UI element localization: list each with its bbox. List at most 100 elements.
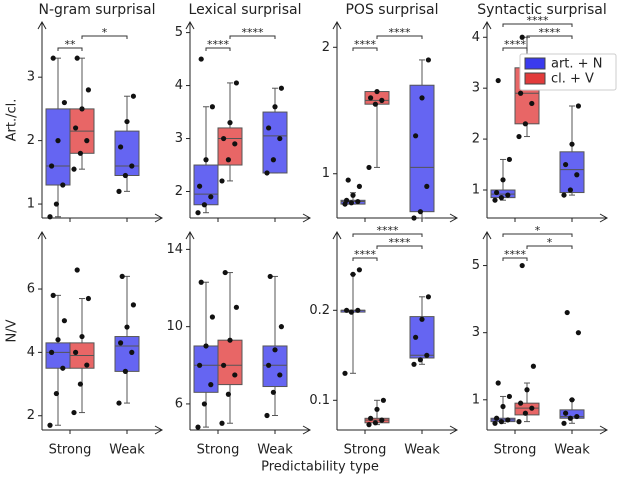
point	[122, 368, 128, 374]
axis-arrow	[332, 20, 342, 30]
y-tick-label: 4	[175, 78, 183, 93]
point	[201, 401, 207, 407]
axis-arrow	[37, 230, 47, 240]
axis-arrow	[302, 425, 312, 435]
point	[266, 125, 272, 131]
point	[222, 269, 228, 276]
significance-bracket	[376, 245, 423, 249]
point	[344, 307, 350, 313]
significance-label: ****	[504, 38, 527, 51]
axis-arrow	[154, 425, 164, 435]
point	[505, 417, 511, 423]
point	[494, 189, 500, 196]
y-tick-label: 4	[27, 345, 35, 360]
axis-arrow	[449, 425, 459, 435]
y-tick-label: 1	[27, 197, 35, 212]
axis-arrow	[599, 213, 609, 223]
significance-bracket	[376, 35, 423, 39]
point	[529, 100, 535, 107]
point	[516, 133, 522, 140]
point	[498, 195, 504, 201]
y-tick-label: 4	[472, 30, 480, 45]
point	[567, 415, 574, 421]
axis-arrow	[449, 213, 459, 223]
point	[85, 87, 91, 93]
axis-arrow	[599, 425, 609, 435]
point	[522, 410, 529, 416]
axis-arrow	[482, 20, 492, 30]
significance-bracket	[81, 35, 128, 39]
point	[84, 362, 90, 368]
y-tick-label: 2	[175, 184, 183, 199]
x-tick-label: Strong	[49, 443, 92, 458]
point	[561, 420, 567, 426]
significance-label: **	[65, 38, 77, 51]
y-tick-label: 1	[472, 392, 480, 407]
point	[505, 192, 511, 198]
point	[232, 141, 238, 147]
point	[74, 55, 80, 61]
point	[267, 273, 273, 280]
point	[195, 210, 201, 216]
x-tick-label: Weak	[257, 443, 293, 458]
point	[411, 361, 417, 367]
point	[264, 170, 270, 176]
legend-swatch	[524, 72, 546, 85]
axis-arrow	[154, 213, 164, 223]
point	[197, 362, 203, 368]
point	[130, 302, 136, 308]
x-tick-label: Strong	[197, 443, 240, 458]
point	[272, 347, 278, 353]
point	[417, 357, 423, 363]
y-tick-label: 5	[175, 25, 183, 40]
point	[563, 161, 569, 168]
point	[522, 121, 529, 127]
point	[49, 163, 55, 169]
box	[262, 111, 288, 174]
significance-bracket	[502, 233, 573, 237]
significance-bracket	[502, 257, 528, 261]
point	[500, 403, 506, 410]
y-tick-label: 0.1	[309, 393, 330, 408]
y-tick-label: 0.2	[309, 303, 330, 318]
point	[366, 164, 372, 171]
point	[492, 197, 498, 203]
y-tick-label: 3	[472, 325, 480, 340]
point	[344, 197, 350, 203]
point	[203, 343, 209, 349]
box	[193, 345, 219, 393]
x-tick-label: Weak	[404, 443, 440, 458]
point	[495, 77, 501, 84]
point	[227, 120, 233, 126]
significance-bracket	[526, 35, 573, 39]
box	[45, 342, 71, 369]
y-tick-label: 2	[27, 408, 35, 423]
point	[85, 295, 91, 302]
significance-bracket	[57, 47, 83, 51]
point	[417, 209, 423, 215]
point	[575, 103, 582, 109]
point	[198, 56, 204, 62]
point	[116, 188, 122, 194]
point	[518, 400, 524, 406]
significance-label: *	[535, 224, 541, 237]
point	[116, 400, 122, 406]
panel-title: Syntactic surprisal	[477, 2, 607, 18]
point	[221, 135, 227, 142]
x-tick-label: Weak	[554, 443, 590, 458]
point	[506, 393, 512, 400]
point	[50, 55, 56, 61]
axis-arrow	[185, 230, 195, 240]
point	[198, 279, 204, 285]
point	[356, 183, 362, 189]
point	[219, 178, 225, 184]
point	[270, 389, 276, 395]
point	[380, 397, 386, 403]
point	[208, 382, 214, 388]
y-tick-label: 3	[472, 81, 480, 96]
point	[350, 192, 356, 198]
y-tick-label: 10	[166, 319, 183, 334]
point	[424, 352, 430, 358]
y-tick-label: 5	[472, 258, 480, 273]
point	[519, 262, 525, 269]
